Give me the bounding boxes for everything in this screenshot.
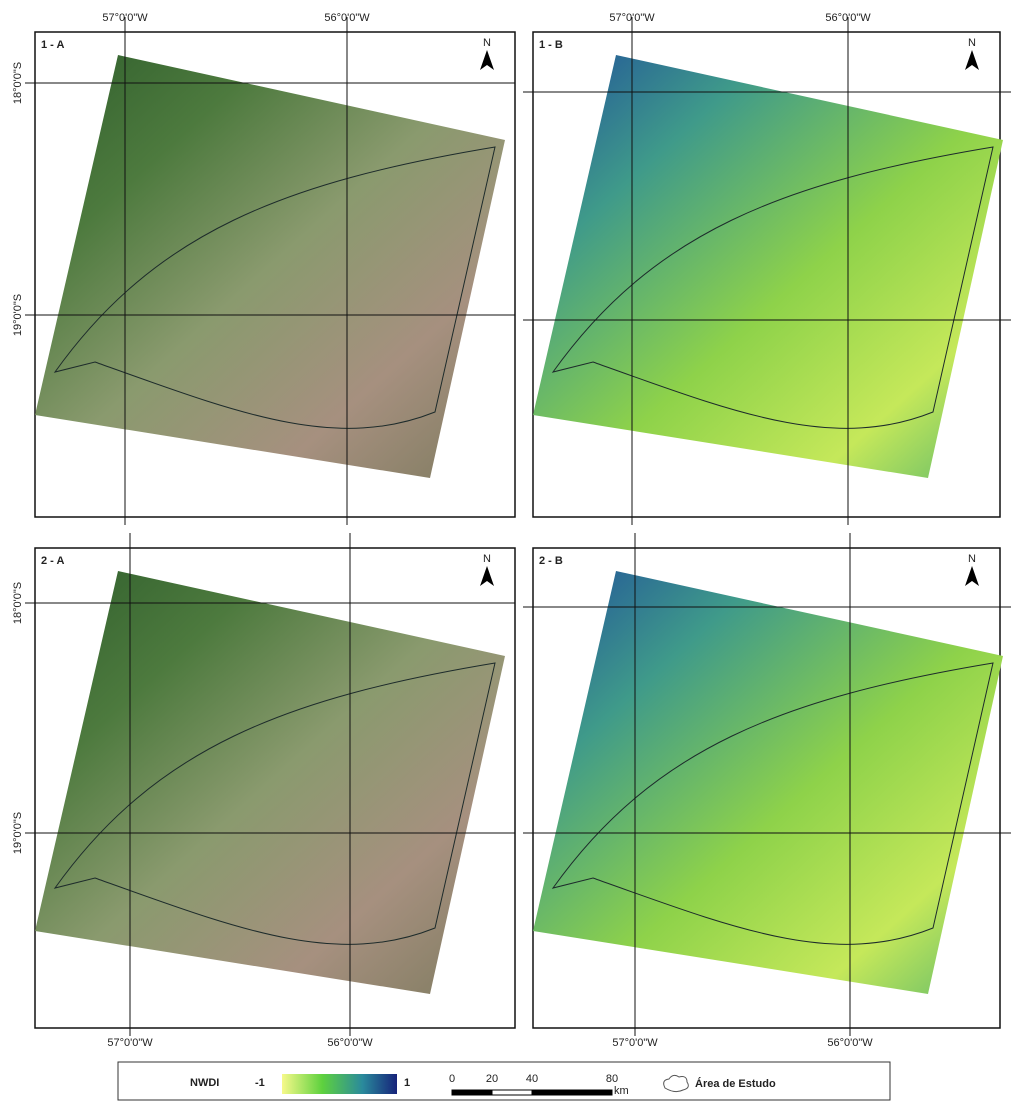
lon-label: 57°0'0"W	[612, 1037, 658, 1049]
panel-label: 2 - B	[539, 555, 563, 567]
north-label: N	[483, 553, 491, 565]
lon-label: 57°0'0"W	[609, 12, 655, 24]
lat-label: 18°0'0"S	[12, 62, 24, 104]
scale-tick-label: 40	[526, 1073, 538, 1085]
scale-tick-label: 0	[449, 1073, 455, 1085]
lat-label: 19°0'0"S	[12, 294, 24, 336]
lat-label: 18°0'0"S	[12, 582, 24, 624]
index-name: NWDI	[190, 1077, 219, 1089]
area-label: Área de Estudo	[695, 1077, 776, 1090]
lon-label: 56°0'0"W	[324, 12, 370, 24]
panel-label: 1 - A	[41, 39, 64, 51]
lat-label: 19°0'0"S	[12, 812, 24, 854]
lon-label: 56°0'0"W	[827, 1037, 873, 1049]
lon-label: 57°0'0"W	[102, 12, 148, 24]
north-label: N	[968, 553, 976, 565]
scale-segment	[452, 1090, 492, 1095]
lon-label: 57°0'0"W	[107, 1037, 153, 1049]
scale-unit: km	[614, 1085, 629, 1097]
ramp-max: 1	[404, 1077, 410, 1089]
scale-tick-label: 80	[606, 1073, 618, 1085]
scale-tick-label: 20	[486, 1073, 498, 1085]
lon-label: 56°0'0"W	[327, 1037, 373, 1049]
panel-label: 2 - A	[41, 555, 64, 567]
scale-segment	[532, 1090, 612, 1095]
lon-label: 56°0'0"W	[825, 12, 871, 24]
color-ramp	[282, 1074, 397, 1094]
north-label: N	[483, 37, 491, 49]
figure: 57°0'0"W 56°0'0"W 18°0'0"S 19°0'0"S 1 - A N 57…	[0, 0, 1011, 1106]
ramp-min: -1	[255, 1077, 265, 1089]
panel-label: 1 - B	[539, 39, 563, 51]
scale-segment	[492, 1090, 532, 1095]
north-label: N	[968, 37, 976, 49]
